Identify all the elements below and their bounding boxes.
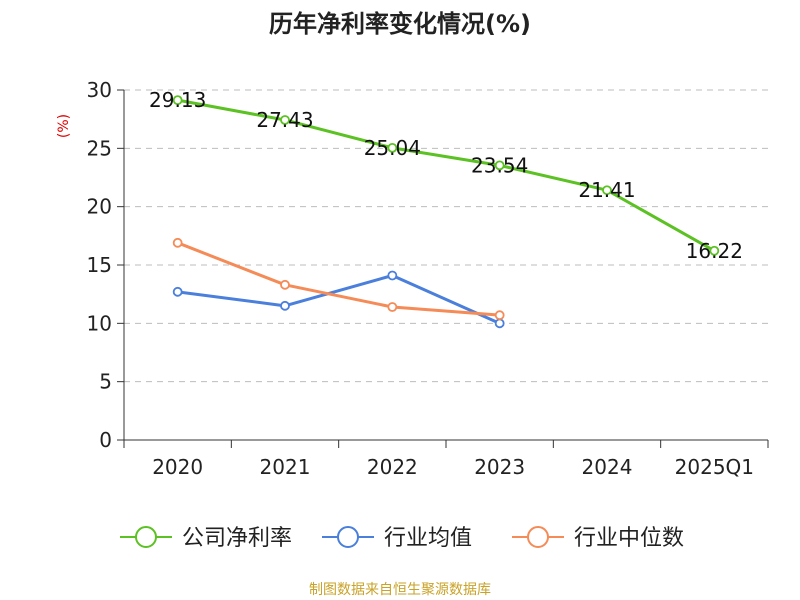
x-tick-label: 2023	[474, 455, 525, 479]
legend-marker	[135, 526, 157, 548]
gridlines	[124, 89, 768, 383]
legend: 公司净利率 行业均值 行业中位数	[120, 526, 684, 551]
y-tick-label: 10	[87, 311, 112, 335]
x-tick-label: 2022	[367, 455, 418, 479]
data-point	[387, 270, 398, 281]
series-layer: 29.13 27.43 25.04 23.54 21.41 16.22	[149, 88, 743, 329]
legend-item: 公司净利率	[120, 526, 292, 551]
y-tick-label: 30	[87, 78, 112, 102]
data-point	[709, 245, 720, 256]
y-tick-label: 25	[87, 136, 112, 160]
y-axis-label: (%)	[56, 114, 72, 138]
data-point	[494, 318, 505, 329]
legend-label: 行业中位数	[574, 526, 684, 551]
data-label: 21.41	[578, 178, 635, 202]
data-label: 16.22	[686, 239, 743, 263]
chart-title: 历年净利率变化情况(%)	[269, 10, 531, 38]
x-tick-label: 2021	[260, 455, 311, 479]
data-point	[172, 286, 183, 297]
y-tick-label: 5	[99, 370, 112, 394]
data-point	[172, 95, 183, 106]
data-point	[280, 279, 290, 290]
axes: 0 5 10 15 20 25 30 2020 2021 2022 2023 2024 2025Q1	[87, 78, 769, 479]
legend-label: 公司净利率	[182, 526, 292, 551]
legend-marker	[527, 526, 549, 548]
x-tick-label: 2020	[152, 455, 203, 479]
legend-item: 行业均值	[322, 526, 472, 551]
data-point	[172, 237, 183, 248]
data-point	[280, 300, 290, 311]
data-point	[494, 160, 505, 171]
data-point	[280, 115, 290, 125]
series-0: 29.13 27.43 25.04 23.54 21.41 16.22	[149, 88, 743, 263]
series-line	[177, 274, 501, 325]
data-label: 25.04	[364, 136, 421, 160]
y-tick-label: 15	[87, 253, 112, 277]
data-label: 27.43	[256, 108, 313, 132]
legend-item: 行业中位数	[512, 526, 684, 551]
data-point	[602, 185, 612, 196]
series-line	[177, 241, 500, 317]
legend-label: 行业均值	[384, 526, 472, 551]
x-tick-label: 2024	[582, 455, 633, 479]
series-2	[172, 237, 505, 321]
data-point	[494, 310, 505, 321]
data-label: 23.54	[471, 153, 528, 177]
data-label: 29.13	[149, 88, 206, 112]
source-note: 制图数据来自恒生聚源数据库	[309, 582, 491, 598]
data-point	[387, 302, 398, 312]
series-line	[177, 98, 716, 253]
y-tick-label: 20	[87, 195, 112, 219]
legend-marker	[337, 526, 359, 548]
data-point	[387, 142, 398, 153]
y-tick-label: 0	[99, 428, 112, 452]
x-tick-label: 2025Q1	[675, 455, 754, 479]
series-1	[172, 270, 505, 329]
